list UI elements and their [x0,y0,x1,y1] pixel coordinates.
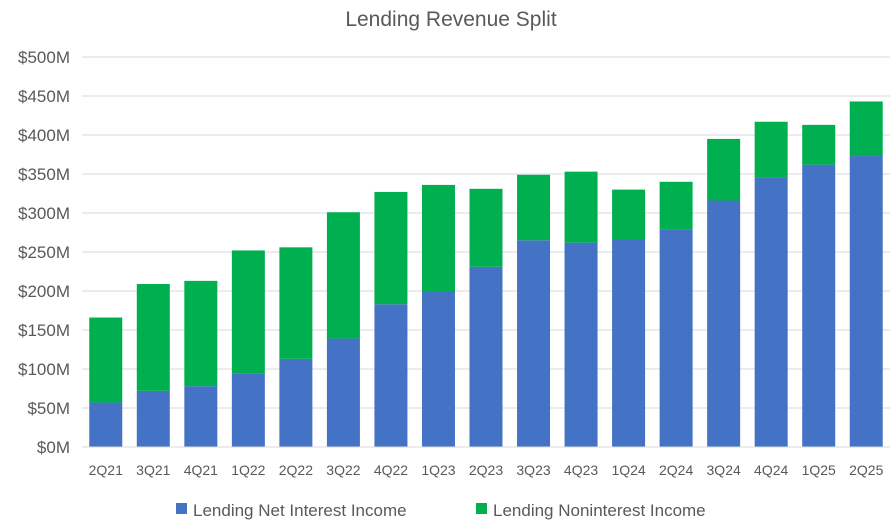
bar-noninterest-income [89,317,123,403]
bar-net-interest-income [136,390,170,447]
bar-noninterest-income [136,283,170,391]
bar-net-interest-income [612,239,646,447]
bar-noninterest-income [849,101,883,157]
y-tick-label: $250M [18,243,70,262]
y-tick-label: $300M [18,204,70,223]
bar-noninterest-income [564,171,598,243]
chart-title: Lending Revenue Split [345,8,556,31]
legend-label: Lending Net Interest Income [193,501,407,520]
bar-net-interest-income [707,200,741,447]
x-tick-label: 3Q22 [326,462,360,478]
x-tick-label: 2Q24 [659,462,693,478]
bar-noninterest-income [279,247,313,359]
y-tick-label: $350M [18,165,70,184]
bar-net-interest-income [754,177,788,447]
x-tick-label: 4Q23 [564,462,598,478]
legend-label: Lending Noninterest Income [493,501,706,520]
legend: Lending Net Interest Income Lending Nonin… [176,501,706,520]
bar-noninterest-income [421,184,455,291]
x-tick-label: 1Q23 [421,462,455,478]
bar-net-interest-income [517,240,551,447]
y-tick-label: $150M [18,321,70,340]
x-tick-label: 2Q25 [849,462,883,478]
x-axis-tick-labels: 2Q21 3Q21 4Q21 1Q22 2Q22 3Q22 4Q22 1Q23 2Q23 3Q23… [89,462,884,478]
x-tick-label: 1Q22 [231,462,265,478]
legend-swatch [476,503,487,514]
y-tick-label: $400M [18,126,70,145]
bar-series [89,101,883,447]
x-tick-label: 3Q23 [516,462,550,478]
bar-noninterest-income [184,280,218,387]
x-tick-label: 3Q24 [707,462,741,478]
y-tick-label: $450M [18,87,70,106]
bar-noninterest-income [517,174,551,241]
x-tick-label: 4Q24 [754,462,788,478]
y-tick-label: $500M [18,48,70,67]
bar-net-interest-income [89,402,123,447]
y-tick-label: $0M [37,438,70,457]
bar-net-interest-income [849,156,883,447]
bar-net-interest-income [564,242,598,447]
bar-noninterest-income [612,189,646,240]
y-tick-label: $50M [27,399,70,418]
bar-noninterest-income [707,138,741,201]
y-tick-label: $200M [18,282,70,301]
x-tick-label: 3Q21 [136,462,170,478]
bar-net-interest-income [374,304,408,447]
legend-swatch [176,503,187,514]
bar-net-interest-income [659,229,693,447]
bar-net-interest-income [326,338,360,447]
x-tick-label: 2Q22 [279,462,313,478]
y-tick-label: $100M [18,360,70,379]
bar-net-interest-income [802,164,836,447]
bar-noninterest-income [659,181,693,230]
x-tick-label: 4Q22 [374,462,408,478]
x-tick-label: 2Q21 [89,462,123,478]
bar-noninterest-income [326,212,360,339]
bar-noninterest-income [231,250,265,374]
bar-net-interest-income [469,266,503,447]
bar-noninterest-income [754,121,788,178]
x-tick-label: 4Q21 [184,462,218,478]
x-tick-label: 2Q23 [469,462,503,478]
bar-noninterest-income [802,124,836,165]
bar-net-interest-income [184,386,218,447]
y-axis-tick-labels: $0M $50M $100M $150M $200M $250M $300M $350M $40… [18,48,70,457]
bar-net-interest-income [421,291,455,447]
x-tick-label: 1Q25 [802,462,836,478]
bar-noninterest-income [469,188,503,267]
x-tick-label: 1Q24 [611,462,645,478]
bar-net-interest-income [231,373,265,447]
bar-noninterest-income [374,191,408,305]
bar-net-interest-income [279,358,313,447]
